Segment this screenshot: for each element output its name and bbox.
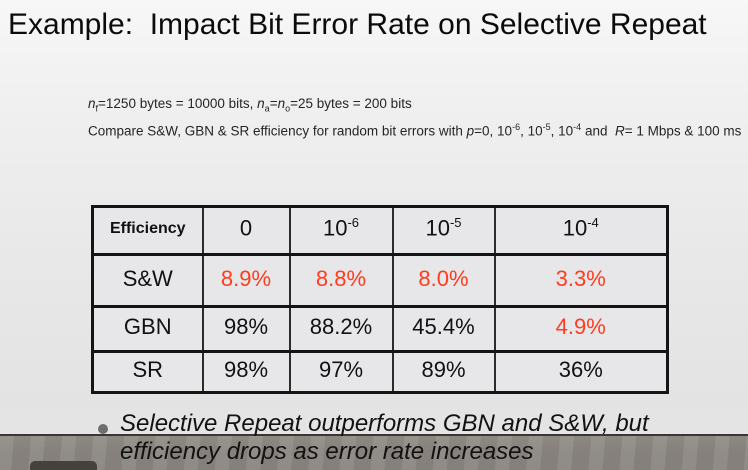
sw-value-0: 8.9% xyxy=(201,253,290,307)
params-text-2: =25 bytes = 200 bits xyxy=(290,96,412,111)
sr-value-2: 89% xyxy=(391,350,495,393)
conclusion-line-2: efficiency drops as error rate increases xyxy=(120,438,534,465)
slide-title: Example: Impact Bit Error Rate on Select… xyxy=(8,8,707,41)
var-r: R xyxy=(614,123,625,139)
var-p: p xyxy=(466,123,475,139)
efficiency-table: Efficiency 0 10-6 10-5 10-4 S&W 8.9% 8.8… xyxy=(91,205,669,394)
exponent-5: -5 xyxy=(542,122,551,132)
error-rate-col-1e-5: 10-5 xyxy=(391,205,495,255)
comparison-line: Compare S&W, GBN & SR efficiency for ran… xyxy=(88,122,741,139)
sr-value-3: 36% xyxy=(493,350,668,393)
col-3-exp: -4 xyxy=(587,215,599,231)
gbn-value-2: 45.4% xyxy=(391,305,495,352)
col-2-base: 10 xyxy=(425,215,450,241)
col-2-exp: -5 xyxy=(449,215,462,231)
table-row-sw: S&W 8.9% 8.8% 8.0% 3.3% xyxy=(91,253,668,307)
var-nf-subscript: f xyxy=(95,103,99,114)
row-label-gbn: GBN xyxy=(91,305,203,352)
table-row-sr: SR 98% 97% 89% 36% xyxy=(91,350,668,393)
col-3-base: 10 xyxy=(562,215,588,241)
row-label-sr: SR xyxy=(91,350,203,393)
sw-value-2: 8.0% xyxy=(391,253,495,307)
parameters-line: nf=1250 bytes = 10000 bits, na=no=25 byt… xyxy=(88,96,412,114)
col-0-base: 0 xyxy=(239,215,253,241)
table-row-gbn: GBN 98% 88.2% 45.4% 4.9% xyxy=(91,305,668,352)
conclusion-bullet: Selective Repeat outperforms GBN and S&W… xyxy=(120,410,680,466)
compare-text-3: , 10 xyxy=(520,123,543,139)
compare-text-5: and xyxy=(581,123,615,139)
table-header-row: Efficiency 0 10-6 10-5 10-4 xyxy=(91,205,668,255)
params-equals: = xyxy=(269,96,278,111)
compare-text-6: = 1 Mbps & 100 ms xyxy=(624,123,742,139)
row-label-sw: S&W xyxy=(91,253,203,307)
exponent-6: -6 xyxy=(512,122,521,132)
compare-text-2: =0, 10 xyxy=(474,123,513,139)
gbn-value-3: 4.9% xyxy=(493,305,668,352)
bullet-icon xyxy=(98,424,108,434)
band-texture xyxy=(0,436,748,470)
bottom-left-shape xyxy=(30,461,97,470)
conclusion-line-1: Selective Repeat outperforms GBN and S&W… xyxy=(120,410,649,437)
col-1-exp: -6 xyxy=(347,215,360,231)
sw-value-3: 3.3% xyxy=(493,253,668,307)
error-rate-col-1e-4: 10-4 xyxy=(493,205,668,255)
col-1-base: 10 xyxy=(322,215,348,241)
gbn-value-0: 98% xyxy=(201,305,290,352)
var-no-subscript: o xyxy=(285,103,291,114)
sr-value-1: 97% xyxy=(288,350,393,393)
error-rate-col-1e-6: 10-6 xyxy=(288,205,393,255)
var-na-subscript: a xyxy=(264,103,270,114)
var-nf: n xyxy=(88,96,96,111)
exponent-4: -4 xyxy=(573,122,582,132)
var-no: n xyxy=(277,96,286,111)
error-rate-col-0: 0 xyxy=(201,205,290,255)
compare-text-1: Compare S&W, GBN & SR efficiency for ran… xyxy=(88,123,467,139)
bottom-background-band xyxy=(0,434,748,470)
sr-value-0: 98% xyxy=(201,350,290,393)
sw-value-1: 8.8% xyxy=(288,253,393,307)
efficiency-header-cell: Efficiency xyxy=(91,205,203,255)
var-na: n xyxy=(257,96,265,111)
gbn-value-1: 88.2% xyxy=(288,305,393,352)
compare-text-4: , 10 xyxy=(550,123,574,139)
params-text-1: =1250 bytes = 10000 bits, xyxy=(98,96,258,111)
